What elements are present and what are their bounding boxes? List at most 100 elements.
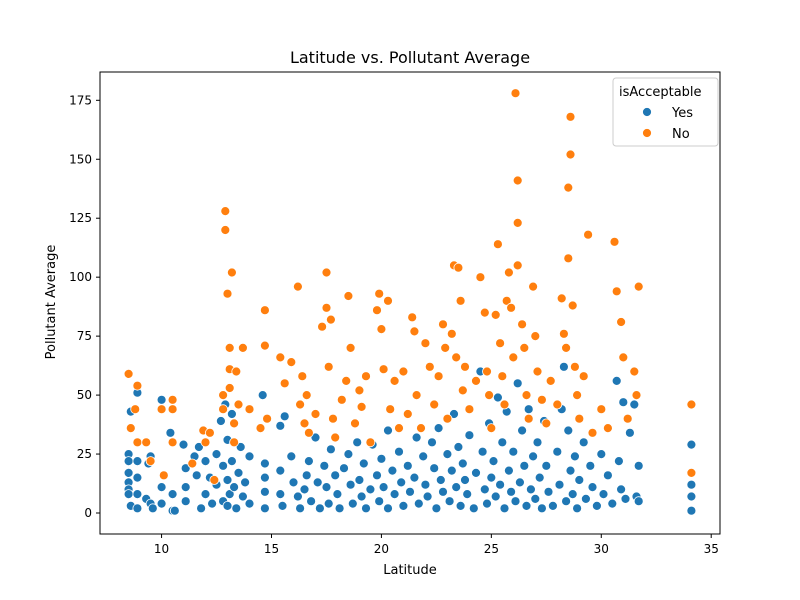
- point-no-87: [455, 295, 466, 306]
- point-yes-149: [508, 446, 519, 457]
- point-yes-141: [490, 491, 501, 502]
- point-no-32: [255, 423, 266, 434]
- point-yes-67: [286, 451, 297, 462]
- point-yes-118: [433, 423, 444, 434]
- point-yes-198: [686, 479, 697, 490]
- point-no-10: [167, 404, 178, 415]
- point-yes-63: [275, 465, 286, 476]
- y-tick-label-175: 175: [69, 93, 92, 107]
- point-yes-191: [620, 493, 631, 504]
- x-tick-label-10: 10: [154, 542, 169, 556]
- point-yes-187: [611, 375, 622, 386]
- point-no-29: [233, 399, 244, 410]
- point-yes-182: [592, 500, 602, 511]
- point-no-122: [559, 328, 569, 339]
- point-yes-188: [614, 456, 624, 467]
- point-no-11: [167, 437, 178, 448]
- point-no-55: [343, 291, 354, 301]
- point-no-41: [297, 371, 308, 382]
- point-yes-96: [372, 470, 382, 481]
- point-yes-21: [165, 427, 176, 438]
- point-no-105: [508, 352, 519, 363]
- point-yes-112: [418, 451, 429, 462]
- point-yes-196: [633, 496, 644, 507]
- point-no-109: [512, 260, 523, 271]
- point-no-119: [545, 375, 556, 386]
- point-yes-9: [132, 456, 143, 467]
- point-no-112: [521, 390, 532, 401]
- point-yes-1: [123, 456, 134, 467]
- point-no-64: [376, 324, 387, 335]
- point-no-131: [574, 413, 585, 424]
- point-yes-92: [358, 458, 369, 469]
- point-yes-89: [352, 437, 363, 448]
- point-yes-126: [453, 442, 464, 452]
- point-no-0: [123, 368, 134, 379]
- point-no-31: [244, 404, 255, 415]
- point-no-83: [446, 328, 457, 339]
- point-yes-173: [565, 465, 576, 476]
- point-yes-167: [552, 446, 563, 457]
- point-no-145: [686, 399, 697, 410]
- point-yes-159: [530, 493, 541, 504]
- point-yes-62: [275, 420, 286, 431]
- point-yes-156: [523, 404, 534, 415]
- point-yes-39: [215, 416, 226, 426]
- point-no-12: [187, 458, 198, 469]
- point-yes-166: [548, 500, 558, 511]
- y-tick-label-25: 25: [77, 447, 92, 461]
- point-yes-157: [526, 484, 536, 495]
- point-no-91: [471, 375, 481, 386]
- point-yes-155: [521, 500, 532, 511]
- point-no-101: [499, 399, 510, 410]
- point-no-92: [475, 272, 486, 283]
- y-axis-label: Pollutant Average: [44, 245, 59, 360]
- point-yes-28: [180, 496, 191, 507]
- point-yes-128: [457, 458, 468, 469]
- point-no-69: [394, 423, 404, 434]
- point-no-25: [226, 267, 237, 278]
- point-no-126: [565, 111, 576, 122]
- x-tick-label-20: 20: [374, 542, 389, 556]
- point-no-97: [490, 309, 501, 320]
- point-no-114: [528, 281, 538, 292]
- point-no-34: [259, 340, 270, 351]
- point-yes-119: [435, 475, 446, 485]
- point-yes-186: [607, 498, 618, 509]
- plot-frame: [99, 71, 721, 535]
- point-yes-130: [462, 489, 473, 500]
- point-no-8: [158, 470, 169, 481]
- point-yes-124: [449, 409, 459, 419]
- x-tick-label-30: 30: [594, 542, 609, 556]
- point-yes-61: [259, 503, 270, 514]
- point-yes-83: [332, 489, 343, 500]
- point-no-116: [532, 366, 543, 377]
- point-no-17: [218, 390, 229, 401]
- point-no-22: [224, 342, 235, 353]
- point-yes-131: [464, 430, 475, 441]
- point-yes-82: [330, 470, 341, 481]
- point-no-71: [402, 409, 413, 419]
- point-yes-22: [167, 489, 178, 500]
- point-no-54: [341, 375, 352, 386]
- point-yes-97: [374, 496, 385, 507]
- point-no-40: [295, 399, 306, 410]
- axes-layer: 10 15 20 25 30 35 0 25 50 75 100 125 150 175: [69, 71, 721, 556]
- point-no-90: [464, 404, 475, 415]
- y-tick-label-125: 125: [69, 211, 92, 225]
- point-yes-64: [275, 489, 286, 500]
- point-yes-140: [488, 456, 499, 467]
- point-no-45: [310, 409, 321, 419]
- point-yes-121: [442, 449, 453, 460]
- point-yes-139: [486, 472, 497, 483]
- point-no-19: [220, 206, 231, 217]
- point-no-93: [479, 307, 490, 318]
- point-yes-148: [506, 486, 517, 497]
- y-tick-label-100: 100: [69, 270, 92, 284]
- point-yes-115: [427, 437, 437, 448]
- point-no-115: [530, 331, 541, 342]
- point-yes-175: [570, 451, 580, 462]
- point-no-60: [361, 371, 371, 382]
- point-no-18: [218, 404, 229, 415]
- legend-box: [612, 77, 719, 147]
